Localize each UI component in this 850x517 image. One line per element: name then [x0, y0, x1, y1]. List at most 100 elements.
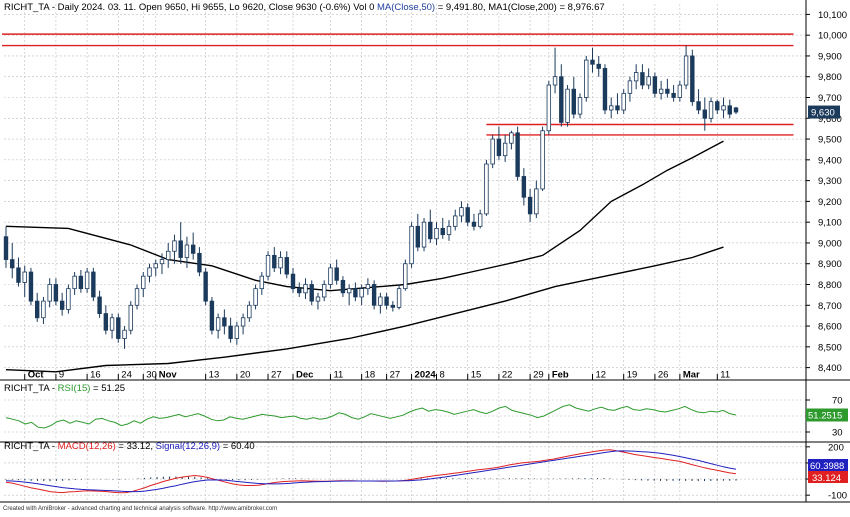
candle-up: [122, 329, 127, 339]
price-ytick-label: 9,200: [818, 197, 842, 208]
price-ytick-label: 9,800: [818, 72, 842, 83]
price-panel[interactable]: [2, 33, 794, 373]
x-tick-label: 12: [595, 370, 606, 381]
candle-up: [141, 275, 146, 290]
rsi-badge-text: 51.2515: [808, 410, 842, 421]
candle-up: [708, 101, 714, 119]
price-ytick-label: 9,700: [818, 93, 842, 104]
header-ma200-label: MA1(Close,200): [488, 2, 557, 13]
candle-down: [596, 63, 601, 69]
candle-down: [640, 72, 645, 86]
candle-up: [247, 304, 252, 319]
ma50-line: [5, 140, 724, 292]
candle-up: [509, 132, 514, 144]
candle-up: [128, 304, 133, 331]
price-ytick-label: 9,500: [818, 135, 842, 146]
candle-down: [390, 304, 396, 308]
candle-down: [3, 236, 9, 260]
x-tick-label: Nov: [159, 370, 178, 381]
candle-down: [103, 313, 109, 331]
price-ytick-label: 9,100: [818, 218, 842, 229]
macd-ytick-label: 200: [828, 442, 844, 453]
candle-up: [627, 80, 633, 94]
candle-up: [421, 221, 427, 248]
candle-up: [546, 84, 552, 132]
price-ytick-label: 10,100: [818, 10, 847, 21]
x-tick-label: 30: [146, 370, 157, 381]
candle-up: [633, 72, 639, 82]
candle-down: [415, 225, 420, 248]
macd-header-value: = 33.12,: [116, 441, 156, 452]
rsi-header-label: RSI(15): [58, 383, 91, 394]
candle-down: [78, 275, 84, 290]
header-ma50-value: = 9,491.80,: [435, 2, 488, 13]
candle-up: [322, 284, 327, 298]
candle-down: [91, 271, 96, 298]
candle-up: [477, 213, 483, 227]
x-tick-label: 27: [271, 370, 282, 381]
candle-up: [365, 284, 371, 290]
candle-up: [66, 288, 71, 310]
macd-panel-header: RICHT_TA - MACD(12,26) = 33.12, Signal(1…: [4, 441, 255, 452]
x-tick-label: 8: [440, 370, 445, 381]
x-tick-label: 18: [365, 370, 376, 381]
candle-down: [371, 284, 377, 306]
ma200-line: [5, 246, 724, 373]
x-tick-label: Mar: [683, 370, 700, 381]
candle-up: [359, 288, 364, 298]
footer-credit: Created with AmiBroker - advanced charti…: [3, 506, 277, 512]
signal-badge-text: 60.3988: [810, 461, 844, 472]
candle-down: [615, 105, 620, 111]
candle-down: [602, 68, 608, 111]
macd-badge: 33.124: [808, 471, 848, 484]
candle-down: [10, 259, 15, 269]
candle-down: [209, 300, 215, 331]
grid-layer: [4, 4, 806, 500]
rsi-panel[interactable]: [5, 404, 737, 429]
macd-panel[interactable]: [5, 449, 737, 494]
candle-down: [59, 300, 65, 310]
x-tick-label: 27: [390, 370, 401, 381]
candle-down: [702, 109, 708, 119]
price-ytick-label: 8,500: [818, 342, 842, 353]
candle-up: [153, 263, 158, 269]
candle-up: [184, 244, 190, 258]
candle-down: [203, 271, 208, 302]
candle-down: [222, 317, 227, 327]
candle-down: [665, 88, 670, 94]
signal-header-label: Signal(12,26,9): [156, 441, 220, 452]
candle-down: [284, 257, 289, 275]
candle-up: [502, 142, 508, 157]
price-ytick-label: 9,000: [818, 238, 842, 249]
candle-up: [540, 130, 545, 190]
candle-down: [178, 240, 183, 258]
candle-up: [328, 267, 333, 285]
candle-up: [41, 300, 46, 319]
x-tick-label: 19: [627, 370, 638, 381]
x-tick-label: 22: [502, 370, 513, 381]
candle-down: [340, 279, 346, 294]
x-tick-label: 20: [240, 370, 251, 381]
candle-up: [253, 288, 258, 306]
candle-up: [609, 105, 614, 111]
candle-up: [159, 259, 165, 265]
candle-up: [265, 255, 271, 277]
price-ytick-label: 8,400: [818, 363, 842, 374]
x-tick-label: 11: [720, 370, 730, 381]
candle-up: [240, 317, 246, 327]
candle-down: [521, 176, 527, 198]
candle-up: [109, 317, 115, 331]
candle-down: [190, 244, 196, 254]
candle-up: [446, 225, 452, 236]
candle-down: [527, 196, 533, 215]
rsi-header-prefix: RICHT_TA -: [4, 383, 58, 394]
candle-up: [459, 207, 464, 217]
x-tick-label: Dec: [296, 370, 313, 381]
macd-ytick-label: -100: [828, 491, 847, 502]
candle-down: [384, 296, 389, 306]
price-ytick-label: 8,700: [818, 301, 842, 312]
candle-down: [297, 288, 302, 294]
x-tick-label: 2024: [415, 370, 437, 381]
candle-down: [97, 296, 102, 314]
